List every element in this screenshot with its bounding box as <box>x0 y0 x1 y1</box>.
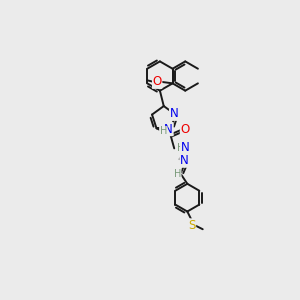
Text: N: N <box>164 123 173 136</box>
Text: O: O <box>153 75 162 88</box>
Text: O: O <box>180 123 190 136</box>
Text: H: H <box>160 126 167 136</box>
Text: N: N <box>169 107 178 120</box>
Text: H: H <box>174 169 181 179</box>
Text: N: N <box>181 141 189 154</box>
Text: N: N <box>180 154 189 167</box>
Text: S: S <box>188 219 196 232</box>
Text: H: H <box>177 143 184 153</box>
